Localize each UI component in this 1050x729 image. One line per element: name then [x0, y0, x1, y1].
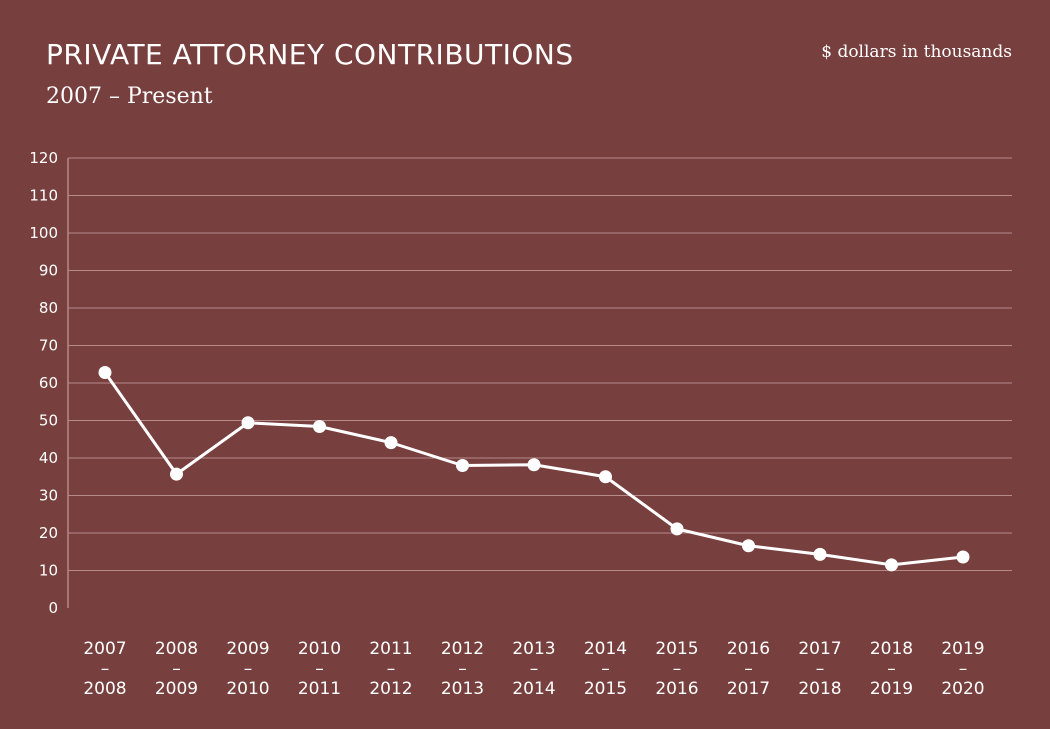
x-tick-label: – [315, 659, 324, 679]
x-tick-label: 2007 [83, 639, 126, 659]
x-tick-label: 2011 [369, 639, 412, 659]
y-tick-label: 50 [39, 412, 58, 430]
chart-subtitle: 2007 – Present [46, 84, 213, 109]
x-tick-label: – [172, 659, 181, 679]
chart-title: PRIVATE ATTORNEY CONTRIBUTIONS [46, 38, 574, 71]
x-tick-label: – [101, 659, 110, 679]
y-tick-label: 90 [39, 262, 58, 280]
x-tick-label: 2014 [512, 679, 555, 699]
x-tick-label: 2020 [941, 679, 984, 699]
x-tick-label: 2017 [727, 679, 770, 699]
data-point [170, 467, 183, 481]
x-tick-label: 2014 [584, 639, 627, 659]
x-tick-label: – [601, 659, 610, 679]
y-tick-label: 30 [39, 487, 58, 505]
x-tick-label: 2015 [655, 639, 698, 659]
x-tick-label: – [387, 659, 396, 679]
x-tick-label: – [744, 659, 753, 679]
data-point [456, 459, 469, 472]
x-tick-label: – [244, 659, 253, 679]
x-tick-label: – [530, 659, 539, 679]
x-tick-label: 2009 [155, 679, 198, 699]
y-tick-label: 80 [39, 299, 58, 317]
y-tick-label: 0 [48, 599, 58, 617]
x-tick-label: – [887, 659, 896, 679]
x-tick-label: 2019 [870, 679, 913, 699]
y-tick-label: 120 [29, 149, 58, 167]
x-tick-label: 2013 [512, 639, 555, 659]
x-tick-label: 2012 [369, 679, 412, 699]
data-point [670, 522, 684, 536]
y-tick-label: 40 [39, 449, 58, 467]
x-tick-label: 2015 [584, 679, 627, 699]
x-tick-label: 2008 [83, 679, 126, 699]
data-point [813, 547, 827, 561]
x-tick-label: – [816, 659, 825, 679]
y-tick-label: 70 [39, 337, 58, 355]
data-point [384, 436, 398, 450]
data-point [885, 558, 898, 572]
x-tick-label: 2010 [226, 679, 269, 699]
x-tick-label: 2010 [298, 639, 341, 659]
units-note: $ dollars in thousands [821, 42, 1012, 62]
y-tick-label: 110 [29, 187, 58, 205]
data-point [956, 550, 970, 564]
x-tick-label: 2016 [727, 639, 770, 659]
data-point [742, 539, 755, 553]
y-tick-label: 20 [39, 524, 58, 542]
x-tick-label: 2017 [798, 639, 841, 659]
data-point [98, 366, 112, 379]
x-tick-label: 2019 [941, 639, 984, 659]
x-tick-label: 2009 [226, 639, 269, 659]
x-tick-label: – [959, 659, 968, 679]
x-tick-label: 2013 [441, 679, 484, 699]
x-tick-label: 2018 [870, 639, 913, 659]
y-tick-label: 100 [29, 224, 58, 242]
data-point [527, 458, 541, 472]
y-tick-label: 60 [39, 374, 58, 392]
x-tick-label: – [673, 659, 682, 679]
x-tick-label: – [458, 659, 467, 679]
x-tick-label: 2018 [798, 679, 841, 699]
data-point [313, 420, 326, 433]
x-tick-label: 2016 [655, 679, 698, 699]
x-tick-label: 2012 [441, 639, 484, 659]
x-tick-label: 2011 [298, 679, 341, 699]
data-point [599, 470, 612, 484]
x-tick-label: 2008 [155, 639, 198, 659]
data-point [241, 416, 255, 430]
y-tick-label: 10 [39, 562, 58, 580]
